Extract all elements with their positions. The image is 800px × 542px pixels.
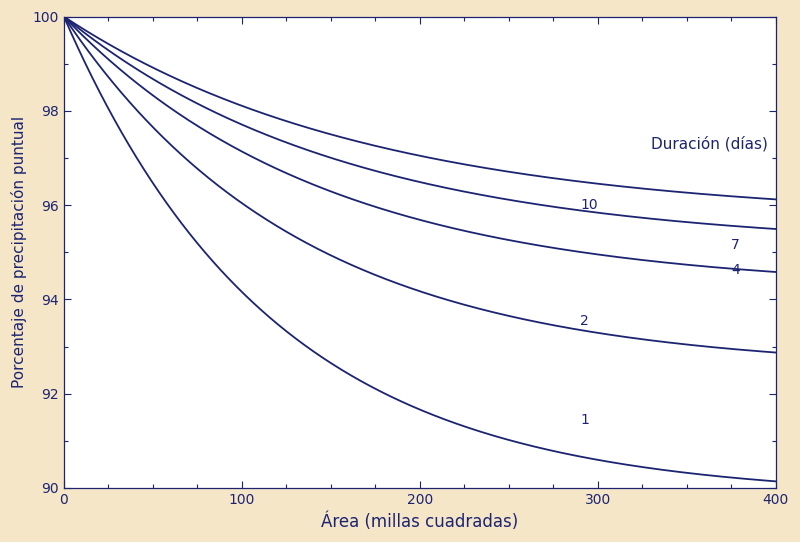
Text: 4: 4: [731, 263, 740, 277]
Y-axis label: Porcentaje de precipitación puntual: Porcentaje de precipitación puntual: [11, 116, 27, 389]
Text: 2: 2: [580, 314, 589, 328]
Text: 10: 10: [580, 198, 598, 212]
Text: 7: 7: [731, 238, 740, 252]
Text: Duración (días): Duración (días): [651, 136, 768, 152]
X-axis label: Área (millas cuadradas): Área (millas cuadradas): [322, 512, 518, 531]
Text: 1: 1: [580, 412, 589, 427]
